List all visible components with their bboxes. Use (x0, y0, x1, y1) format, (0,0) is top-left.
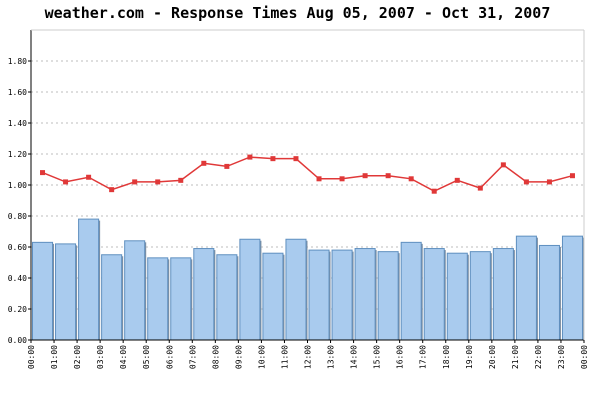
bar-0 (32, 241, 54, 341)
bar-18 (446, 252, 468, 341)
x-tick-label-9: 09:00 (234, 345, 243, 369)
x-tick-label-15: 15:00 (373, 345, 382, 369)
x-tick-label-16: 16:00 (396, 345, 405, 369)
x-tick-label-6: 06:00 (165, 345, 174, 369)
line-point-13 (339, 176, 345, 182)
x-tick-label-2: 02:00 (73, 345, 82, 369)
line-point-16 (408, 176, 414, 182)
line-point-5 (155, 179, 161, 185)
x-tick-label-17: 17:00 (419, 345, 428, 369)
bar-14 (354, 248, 376, 341)
line-series (40, 154, 575, 194)
bar-13 (331, 249, 353, 341)
y-tick-label-2: 0.40 (8, 274, 27, 283)
x-tick-label-22: 22:00 (534, 345, 543, 369)
line-point-22 (546, 179, 552, 185)
line-point-19 (477, 185, 483, 191)
line-path (42, 156, 573, 193)
x-tick-label-19: 19:00 (465, 345, 474, 369)
bar-19 (469, 251, 491, 341)
line-point-18 (454, 177, 460, 183)
bar-23 (561, 235, 583, 341)
line-point-6 (178, 177, 184, 183)
bar-1 (55, 243, 77, 341)
y-tick-label-0: 0.00 (8, 336, 27, 345)
line-point-3 (109, 187, 115, 193)
bar-20 (492, 248, 514, 341)
x-tick-label-12: 12:00 (304, 345, 313, 369)
y-tick-label-6: 1.20 (8, 150, 27, 159)
bar-5 (147, 257, 169, 341)
line-point-23 (569, 173, 575, 179)
x-tick-label-1: 01:00 (50, 345, 59, 369)
line-point-11 (293, 156, 299, 162)
x-tick-label-0: 00:00 (27, 345, 36, 369)
y-tick-label-7: 1.40 (8, 119, 27, 128)
x-tick-label-18: 18:00 (442, 345, 451, 369)
bar-16 (400, 241, 422, 341)
x-tick-label-8: 08:00 (211, 345, 220, 369)
bar-9 (239, 238, 261, 341)
line-point-2 (86, 174, 92, 180)
x-tick-label-7: 07:00 (188, 345, 197, 369)
line-point-7 (201, 160, 207, 166)
line-point-15 (385, 173, 391, 179)
y-tick-label-9: 1.80 (8, 57, 27, 66)
line-point-1 (63, 179, 69, 185)
bar-12 (308, 249, 330, 341)
x-tick-label-10: 10:00 (257, 345, 266, 369)
line-point-0 (40, 170, 46, 176)
x-tick-label-4: 04:00 (119, 345, 128, 369)
bar-7 (193, 248, 215, 341)
line-point-9 (247, 154, 253, 160)
bar-22 (538, 244, 560, 341)
line-point-14 (362, 173, 368, 179)
line-point-10 (270, 156, 276, 162)
y-tick-label-8: 1.60 (8, 88, 27, 97)
y-tick-label-4: 0.80 (8, 212, 27, 221)
line-point-12 (316, 176, 322, 182)
line-point-21 (523, 179, 529, 185)
line-point-8 (224, 163, 230, 169)
y-tick-label-5: 1.00 (8, 181, 27, 190)
bar-series (32, 218, 584, 341)
x-tick-label-3: 03:00 (96, 345, 105, 369)
x-tick-label-20: 20:00 (488, 345, 497, 369)
chart-title: weather.com - Response Times Aug 05, 200… (44, 4, 551, 22)
bar-11 (285, 238, 307, 341)
line-point-17 (431, 188, 437, 194)
x-tick-label-14: 14:00 (350, 345, 359, 369)
bar-6 (170, 257, 192, 341)
bar-4 (124, 240, 146, 341)
x-tick-label-5: 05:00 (142, 345, 151, 369)
line-point-4 (132, 179, 138, 185)
x-tick-label-21: 21:00 (511, 345, 520, 369)
x-tick-label-11: 11:00 (280, 345, 289, 369)
axes (28, 29, 585, 343)
x-tick-label-24: 00:00 (580, 345, 589, 369)
x-tick-label-23: 23:00 (557, 345, 566, 369)
y-tick-labels: 0.00 0.20 0.40 0.60 0.80 1.00 1.20 1.40 1.60 1.80 (8, 57, 27, 345)
bar-15 (377, 251, 399, 341)
bar-17 (423, 248, 445, 341)
y-tick-label-1: 0.20 (8, 305, 27, 314)
x-tick-labels: 00:00 01:00 02:00 03:00 04:00 05:00 06:00 07:00… (27, 345, 589, 369)
bar-10 (262, 252, 284, 341)
bar-3 (101, 254, 123, 341)
bar-8 (216, 254, 238, 341)
line-point-20 (500, 162, 506, 168)
x-tick-label-13: 13:00 (327, 345, 336, 369)
bar-2 (78, 218, 100, 341)
y-tick-label-3: 0.60 (8, 243, 27, 252)
bar-21 (515, 235, 537, 341)
